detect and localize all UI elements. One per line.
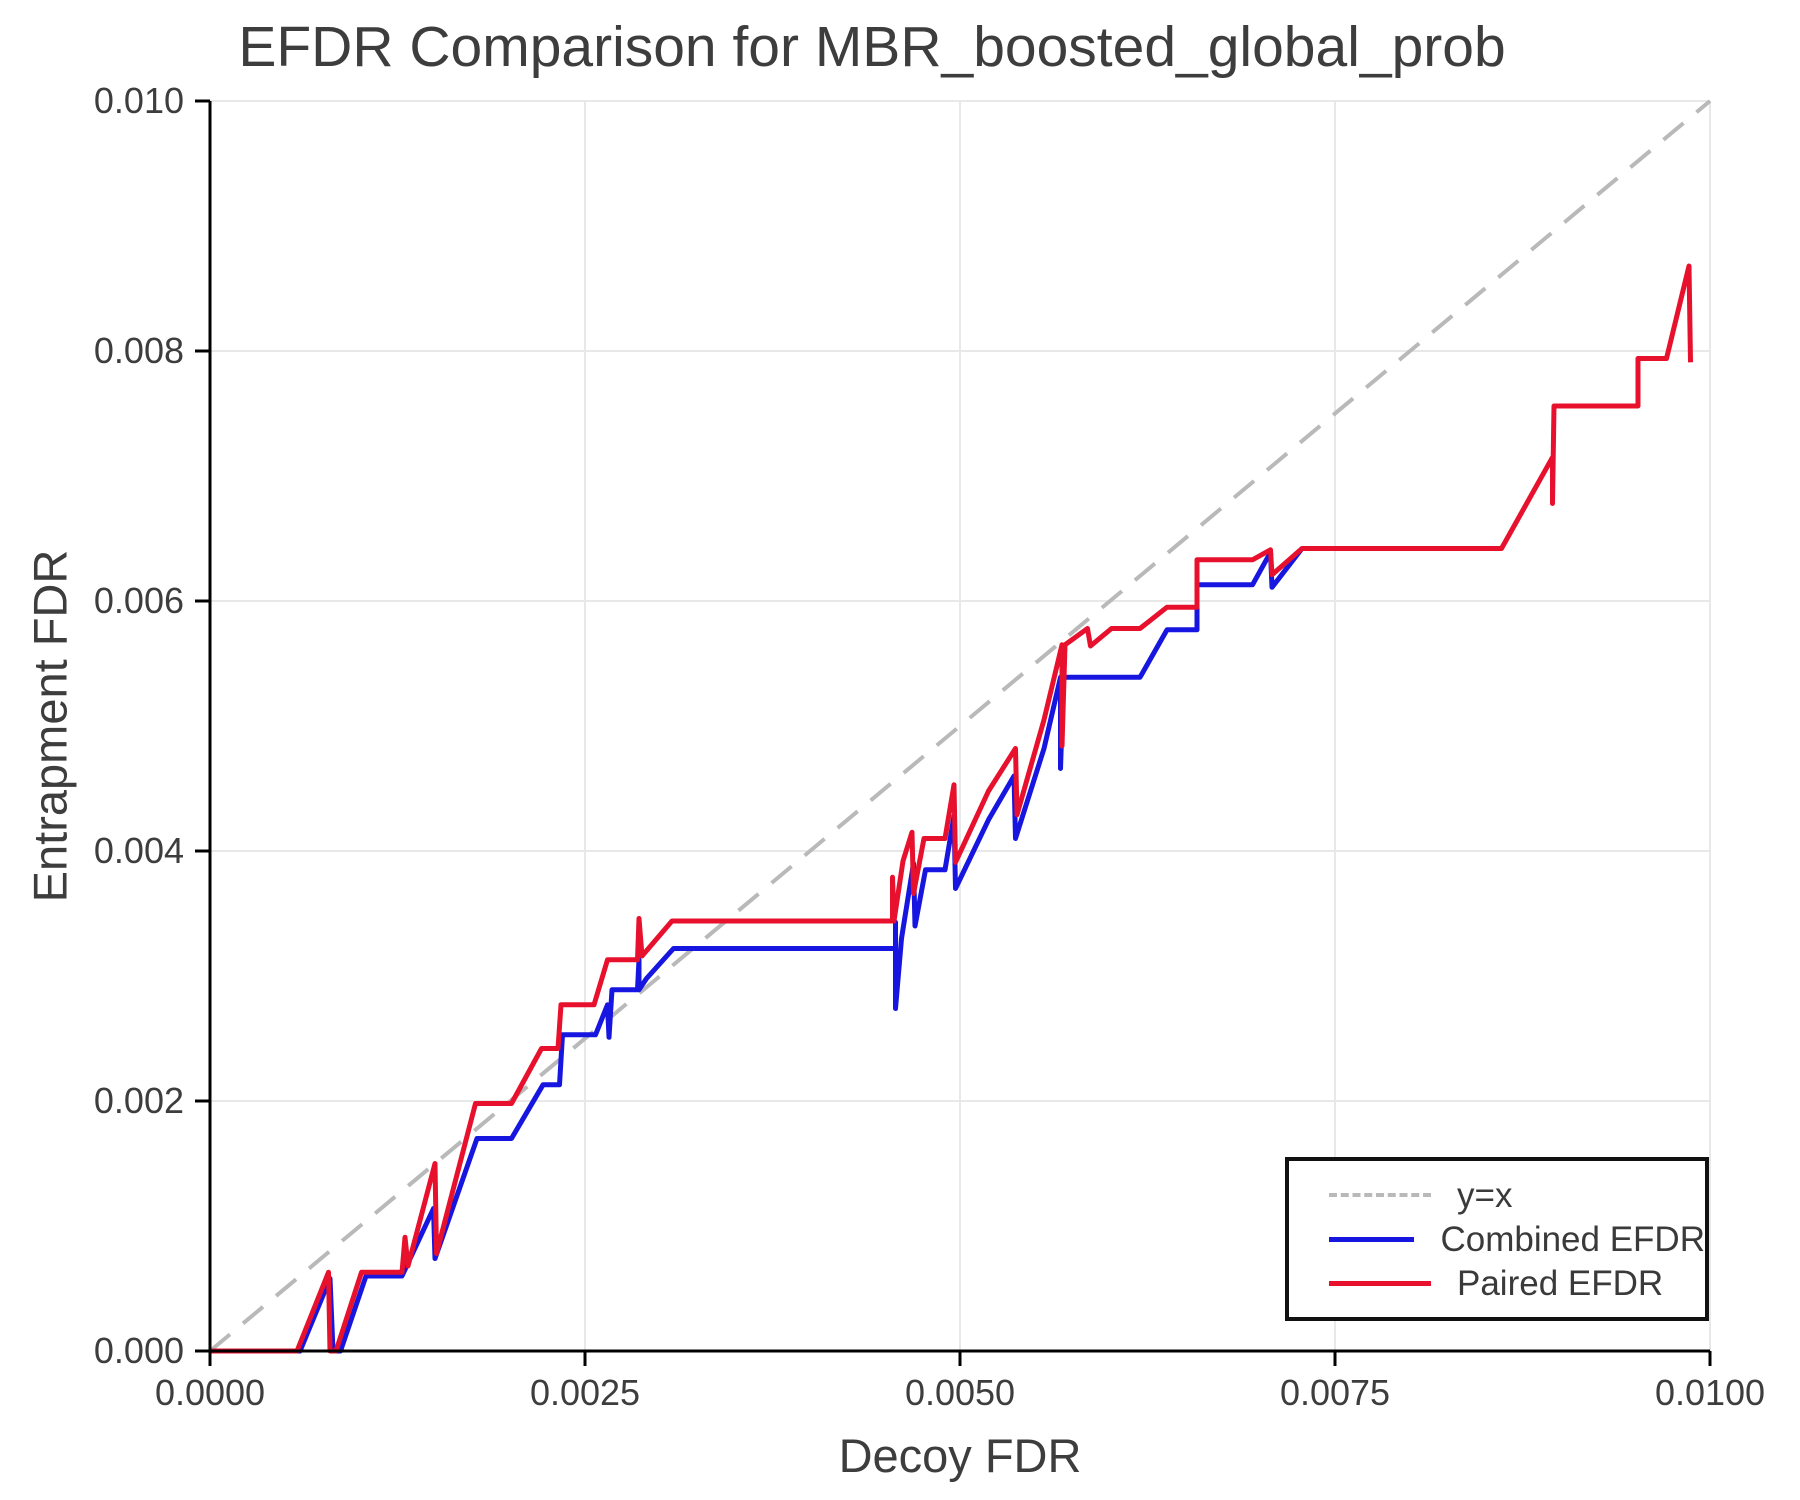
series-line-y-x [208, 99, 1712, 1353]
legend-item-paired-efdr: Paired EFDR [1329, 1261, 1705, 1305]
series-line-paired-efdr [210, 263, 1693, 1354]
y-tick-label: 0.004 [94, 830, 184, 871]
series-line-combined-efdr [210, 546, 1304, 1354]
combined-efdr-line-swatch-icon [1329, 1236, 1415, 1242]
x-tick-label: 0.0000 [155, 1372, 265, 1413]
y-tick-label: 0.008 [94, 330, 184, 371]
legend-item-combined-efdr: Combined EFDR [1329, 1217, 1705, 1261]
identity-line-swatch-icon [1329, 1193, 1431, 1197]
x-tick-label: 0.0075 [1280, 1372, 1390, 1413]
x-tick-label: 0.0100 [1655, 1372, 1765, 1413]
x-tick-label: 0.0025 [530, 1372, 640, 1413]
y-tick-label: 0.002 [94, 1080, 184, 1121]
y-axis-label: Entrapment FDR [23, 549, 77, 903]
x-tick-label: 0.0050 [905, 1372, 1015, 1413]
legend-item-identity: y=x [1329, 1173, 1705, 1217]
legend-label-identity: y=x [1457, 1175, 1513, 1215]
chart-title: EFDR Comparison for MBR_boosted_global_p… [238, 15, 1506, 79]
y-tick-label: 0.010 [94, 80, 184, 121]
legend-label-paired-efdr: Paired EFDR [1457, 1263, 1664, 1303]
legend: y=x Combined EFDR Paired EFDR [1285, 1157, 1709, 1321]
paired-efdr-line-swatch-icon [1329, 1280, 1431, 1286]
y-tick-label: 0.006 [94, 580, 184, 621]
y-tick-label: 0.000 [94, 1330, 184, 1371]
legend-label-combined-efdr: Combined EFDR [1440, 1219, 1705, 1259]
x-axis-label: Decoy FDR [838, 1429, 1082, 1482]
